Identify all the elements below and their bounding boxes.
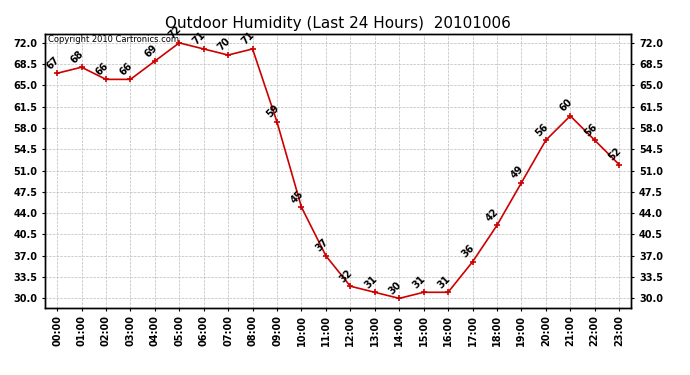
Text: 37: 37 [313,237,330,254]
Text: 56: 56 [533,122,550,138]
Text: Copyright 2010 Cartronics.com: Copyright 2010 Cartronics.com [48,35,179,44]
Text: 71: 71 [240,30,257,47]
Text: 31: 31 [362,273,379,290]
Text: 49: 49 [509,164,526,181]
Title: Outdoor Humidity (Last 24 Hours)  20101006: Outdoor Humidity (Last 24 Hours) 2010100… [165,16,511,31]
Text: 68: 68 [69,48,86,65]
Text: 36: 36 [460,243,477,260]
Text: 70: 70 [216,36,233,53]
Text: 56: 56 [582,122,599,138]
Text: 52: 52 [607,146,623,162]
Text: 32: 32 [338,267,355,284]
Text: 67: 67 [45,54,61,71]
Text: 66: 66 [93,61,110,77]
Text: 45: 45 [289,188,306,205]
Text: 60: 60 [558,97,574,114]
Text: 69: 69 [142,42,159,59]
Text: 59: 59 [264,103,281,120]
Text: 31: 31 [411,273,428,290]
Text: 30: 30 [386,280,404,296]
Text: 42: 42 [484,207,501,223]
Text: 66: 66 [118,61,135,77]
Text: 31: 31 [435,273,452,290]
Text: 72: 72 [167,24,184,41]
Text: 71: 71 [191,30,208,47]
